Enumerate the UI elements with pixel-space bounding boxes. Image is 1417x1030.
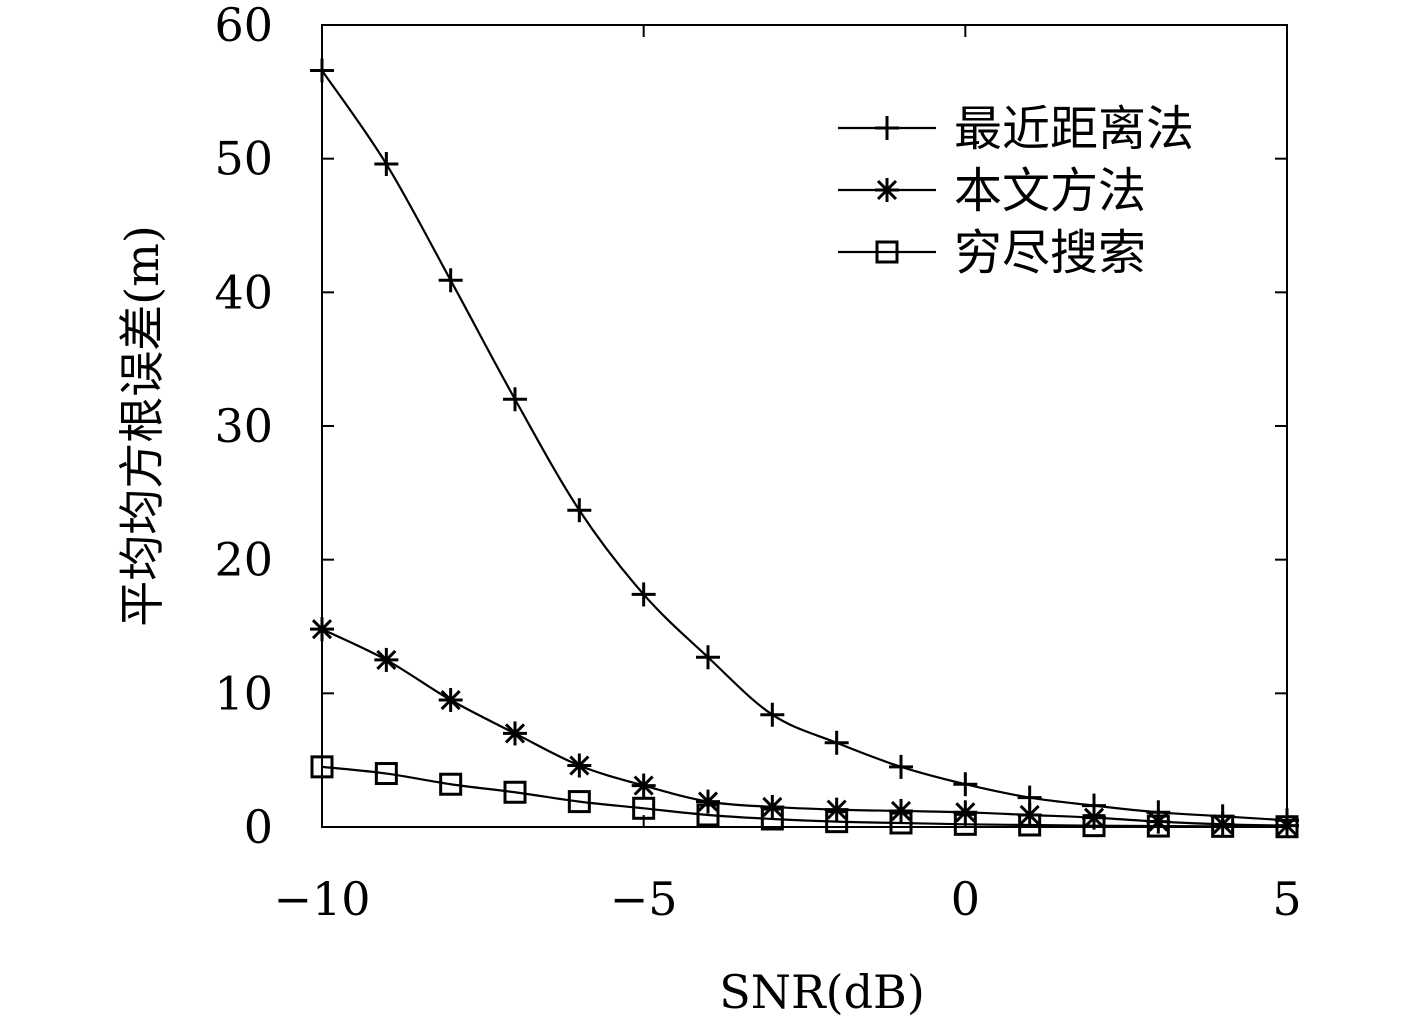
data-point-series-2	[310, 617, 334, 642]
data-point-series-1	[696, 645, 720, 670]
data-point-series-3	[1082, 814, 1106, 838]
series-line-3	[321, 765, 1288, 828]
y-tick-label: 50	[214, 132, 273, 186]
y-tick-label: 30	[214, 399, 273, 453]
data-point-series-1	[438, 268, 463, 293]
data-point-series-1	[953, 772, 978, 797]
series-line-1	[321, 69, 1288, 822]
data-point-series-2	[438, 688, 463, 713]
legend-marker	[875, 116, 899, 140]
x-tick-label: 5	[1272, 872, 1301, 926]
data-point-series-3	[374, 762, 398, 786]
y-axis-label: 平均均方根误差(m)	[115, 225, 169, 627]
data-point-series-3	[889, 811, 913, 835]
data-point-series-2	[760, 794, 785, 819]
legend-label: 穷尽搜索	[954, 225, 1146, 281]
data-point-series-2	[503, 721, 527, 746]
data-point-series-2	[631, 773, 656, 798]
data-point-series-2	[824, 797, 849, 822]
data-point-series-1	[374, 152, 399, 177]
data-point-series-3	[953, 812, 977, 836]
data-point-series-1	[567, 498, 592, 523]
y-tick-label: 10	[214, 666, 273, 720]
axis-ticks: 0 10 20 30 40 50 60 −10 −5 0 5	[214, 0, 1301, 926]
data-point-series-1	[889, 754, 913, 779]
data-point-series-1	[760, 702, 785, 727]
x-tick-label: −5	[610, 872, 678, 926]
x-axis-label: SNR(dB)	[719, 965, 925, 1019]
series-line-2	[321, 628, 1288, 827]
data-point-series-3	[696, 803, 720, 827]
data-point-series-2	[1082, 805, 1106, 830]
y-tick-label: 0	[244, 800, 273, 854]
series-markers	[310, 58, 1299, 839]
data-point-series-3	[1211, 814, 1235, 838]
data-point-series-2	[696, 789, 720, 814]
data-point-series-2	[567, 753, 592, 778]
data-point-series-3	[632, 796, 656, 820]
legend-marker	[875, 178, 899, 202]
data-point-series-2	[374, 647, 399, 672]
data-point-series-3	[1018, 813, 1042, 837]
data-point-series-3	[1275, 815, 1299, 839]
data-point-series-3	[503, 780, 527, 804]
data-point-series-2	[1146, 809, 1171, 834]
legend-marker	[875, 240, 899, 264]
data-point-series-2	[889, 798, 913, 823]
data-point-series-3	[439, 772, 463, 796]
x-tick-label: −10	[273, 872, 370, 926]
y-tick-label: 20	[214, 533, 273, 587]
legend-label: 最近距离法	[954, 101, 1194, 157]
legend-label: 本文方法	[954, 163, 1146, 219]
data-point-series-1	[631, 582, 656, 607]
y-tick-label: 40	[214, 265, 273, 319]
data-point-series-3	[825, 810, 849, 834]
data-point-series-3	[760, 807, 784, 831]
data-point-series-3	[310, 755, 334, 779]
data-point-series-1	[824, 730, 849, 755]
data-point-series-3	[567, 790, 591, 814]
data-point-series-2	[953, 800, 978, 825]
y-tick-label: 60	[214, 0, 273, 52]
series-lines	[321, 69, 1288, 828]
data-point-series-1	[310, 58, 334, 83]
x-tick-label: 0	[951, 872, 980, 926]
data-point-series-3	[1146, 814, 1170, 838]
data-point-series-1	[503, 387, 527, 412]
